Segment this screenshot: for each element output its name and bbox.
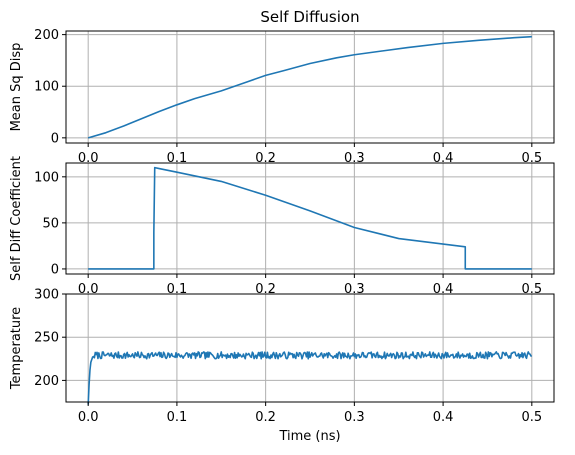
x-tick-label: 0.5 xyxy=(521,282,542,297)
x-tick-label: 0.0 xyxy=(78,410,99,425)
x-tick-label: 0.1 xyxy=(167,151,188,166)
x-tick-label: 0.3 xyxy=(344,282,365,297)
y-tick-label: 100 xyxy=(34,80,59,95)
x-tick-label: 0.2 xyxy=(255,151,276,166)
y-tick-label: 200 xyxy=(34,28,59,43)
x-tick-label: 0.1 xyxy=(167,410,188,425)
chart-title: Self Diffusion xyxy=(260,8,359,26)
y-tick-label: 250 xyxy=(34,331,59,346)
x-tick-label: 0.0 xyxy=(78,151,99,166)
mean-sq-disp-axes: 0.0 0.1 0.2 0.3 0.4 0.5 0 100 200 Self Diffusion… xyxy=(9,8,555,166)
y-tick-label: 300 xyxy=(34,288,59,303)
x-tick-label: 0.4 xyxy=(433,410,454,425)
y-tick-label: 100 xyxy=(34,170,59,185)
series-line xyxy=(87,35,532,139)
y-axis-label: Mean Sq Disp xyxy=(9,43,24,132)
x-tick-label: 0.1 xyxy=(167,282,188,297)
y-tick-label: 200 xyxy=(34,374,59,389)
x-tick-label: 0.5 xyxy=(521,410,542,425)
x-tick-label: 0.3 xyxy=(344,410,365,425)
plot-frame xyxy=(65,30,555,144)
x-tick-label: 0.2 xyxy=(255,410,276,425)
y-axis-label: Temperature xyxy=(9,307,24,390)
x-tick-label: 0.3 xyxy=(344,151,365,166)
x-tick-label: 0.2 xyxy=(255,282,276,297)
y-tick-label: 50 xyxy=(42,216,59,231)
x-tick-label: 0.0 xyxy=(78,282,99,297)
y-tick-label: 0 xyxy=(51,131,59,146)
plot-frame xyxy=(65,293,555,403)
y-tick-label: 0 xyxy=(51,262,59,277)
x-tick-label: 0.4 xyxy=(433,282,454,297)
y-axis-label: Self Diff Coefficient xyxy=(9,156,24,281)
plot-frame xyxy=(65,162,555,275)
x-tick-label: 0.5 xyxy=(521,151,542,166)
x-axis-label: Time (ns) xyxy=(278,429,340,444)
self-diff-coefficient-axes: 0.0 0.1 0.2 0.3 0.4 0.5 0 50 100 Self Diff Coeff… xyxy=(9,156,555,297)
x-tick-label: 0.4 xyxy=(433,151,454,166)
series-line xyxy=(87,351,532,405)
series-line xyxy=(88,166,532,270)
